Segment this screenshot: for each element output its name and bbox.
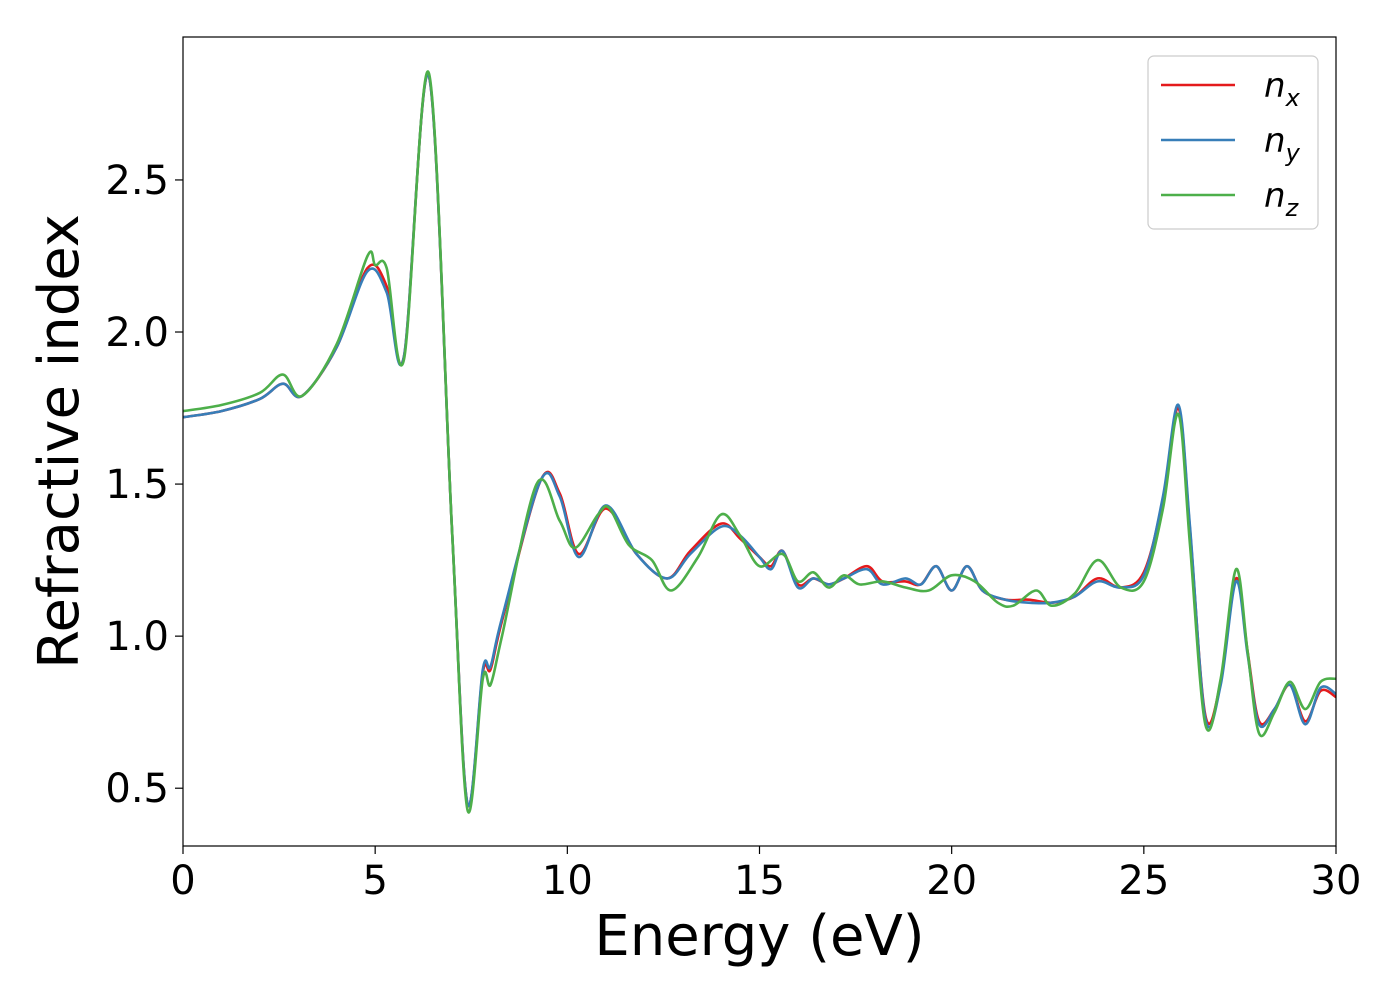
x-tick-label: 15 — [734, 858, 785, 904]
y-axis-label: Refractive index — [27, 214, 92, 669]
x-axis-label: Energy (eV) — [594, 904, 924, 969]
y-tick-label: 2.0 — [105, 310, 169, 356]
x-tick-label: 20 — [926, 858, 977, 904]
x-axis-ticks: 0 5 10 15 20 25 30 — [170, 846, 1361, 904]
x-tick-label: 0 — [170, 858, 195, 904]
legend-label-nx: nx — [1264, 66, 1301, 112]
series-line-nz — [183, 70, 1336, 814]
x-tick-label: 30 — [1311, 858, 1362, 904]
y-tick-label: 2.5 — [105, 158, 169, 204]
legend-label-ny: ny — [1264, 121, 1301, 167]
y-tick-label: 1.5 — [105, 462, 169, 508]
x-tick-label: 25 — [1118, 858, 1169, 904]
legend-box — [1147, 55, 1319, 230]
series-lines — [183, 70, 1336, 814]
y-tick-label: 1.0 — [105, 614, 169, 660]
y-tick-label: 0.5 — [105, 766, 169, 812]
x-tick-label: 10 — [542, 858, 593, 904]
y-axis-ticks: 0.5 1.0 1.5 2.0 2.5 — [105, 158, 183, 812]
x-tick-label: 5 — [362, 858, 387, 904]
